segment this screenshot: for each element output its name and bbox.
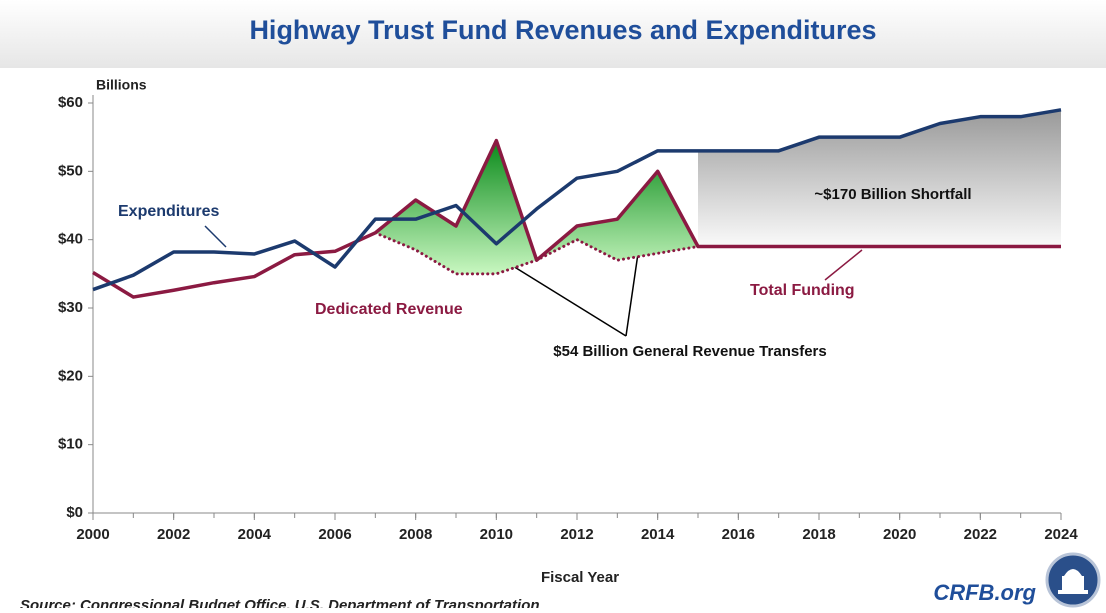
source: Source: Congressional Budget Office, U.S…	[20, 597, 540, 608]
series-label: Expenditures	[118, 203, 219, 220]
y-tick-label: $0	[66, 504, 83, 521]
y-tick-label: $20	[58, 367, 83, 384]
transfer-area	[375, 140, 698, 274]
leader-line	[204, 225, 227, 248]
x-tick-label: 2000	[76, 526, 109, 543]
y-tick-label: $30	[58, 299, 83, 316]
x-tick-label: 2006	[318, 526, 351, 543]
leader-line	[824, 249, 863, 281]
x-tick-label: 2004	[238, 526, 272, 543]
x-tick-label: 2016	[722, 526, 755, 543]
header-band	[0, 0, 1106, 68]
y-tick-label: $10	[58, 436, 83, 453]
y-tick-label: $40	[58, 231, 83, 248]
series-label: Dedicated Revenue	[315, 301, 463, 318]
x-axis-label: Fiscal Year	[541, 569, 619, 586]
x-tick-label: 2022	[964, 526, 997, 543]
y-axis-label: Billions	[96, 77, 147, 93]
x-tick-label: 2010	[480, 526, 513, 543]
x-tick-label: 2014	[641, 526, 675, 543]
y-tick-label: $50	[58, 162, 83, 179]
branding: CRFB.org	[933, 580, 1036, 605]
annotation: $54 Billion General Revenue Transfers	[553, 343, 826, 360]
x-tick-label: 2018	[802, 526, 835, 543]
x-tick-label: 2002	[157, 526, 190, 543]
leader-line	[499, 257, 627, 337]
x-tick-label: 2008	[399, 526, 432, 543]
annotation: ~$170 Billion Shortfall	[814, 186, 971, 203]
logo-capitol	[1058, 569, 1088, 594]
x-tick-label: 2012	[560, 526, 593, 543]
series-line	[92, 138, 1061, 299]
y-tick-label: $60	[58, 94, 83, 111]
chart-title: Highway Trust Fund Revenues and Expendit…	[249, 15, 876, 45]
x-tick-label: 2020	[883, 526, 916, 543]
x-tick-label: 2024	[1044, 526, 1078, 543]
series-label: Total Funding	[750, 282, 855, 299]
series-line	[92, 108, 1062, 292]
shortfall-area	[698, 109, 1061, 247]
